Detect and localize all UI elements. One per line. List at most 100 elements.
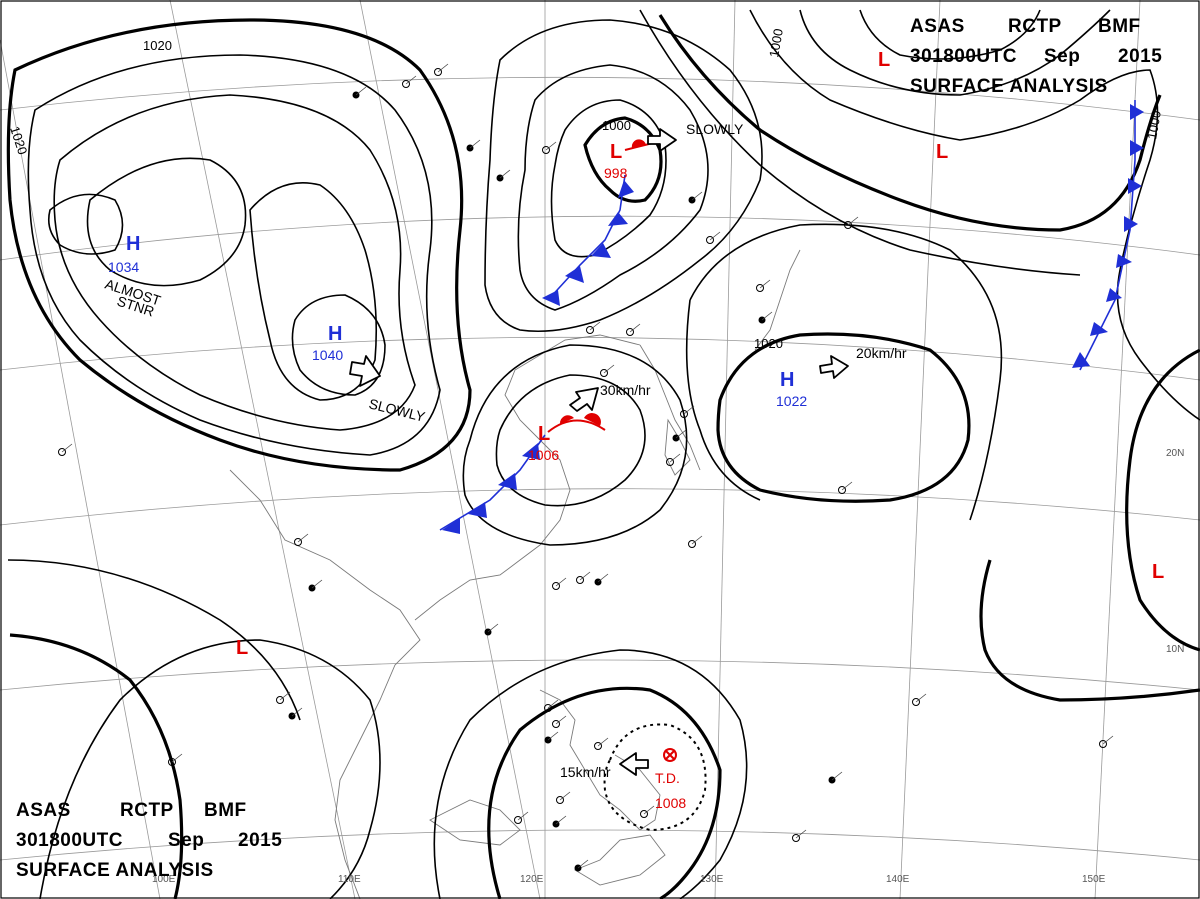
station-marker — [276, 696, 284, 704]
station-marker — [688, 540, 696, 548]
header-bottom-time: 301800UTC — [16, 830, 123, 851]
station-wind-barb — [675, 429, 687, 439]
arrow-30kmhr — [569, 387, 599, 412]
station-marker — [168, 758, 176, 766]
header-bottom-product: BMF — [204, 800, 247, 821]
station-wind-barb — [517, 811, 529, 821]
lon-label-100e: 100E — [152, 874, 176, 885]
header-top-title: SURFACE ANALYSIS — [910, 76, 1108, 97]
lat-label-20n: 20N — [1166, 448, 1184, 459]
header-top-month: Sep — [1044, 46, 1080, 67]
header-top-agency: ASAS — [910, 16, 965, 37]
td-motion: 15km/hr — [560, 764, 611, 780]
arrow-slowly-high — [349, 355, 381, 387]
high-1040-symbol: H — [328, 323, 342, 345]
lat-label-10n: 10N — [1166, 644, 1184, 655]
lon-label-110e: 110E — [338, 874, 361, 885]
station-wind-barb — [597, 737, 609, 747]
header-top: ASAS RCTP BMF 301800UTC Sep 2015 SURFACE… — [910, 16, 1162, 97]
lon-label-130e: 130E — [700, 874, 724, 885]
header-bottom-station: RCTP — [120, 800, 174, 821]
header-top-year: 2015 — [1118, 46, 1162, 67]
station-wind-barb — [709, 231, 721, 241]
station-wind-barb — [499, 169, 511, 179]
coastlines — [229, 249, 801, 899]
station-wind-barb — [795, 829, 807, 839]
station-wind-barb — [831, 771, 843, 781]
motion-arrows — [349, 128, 849, 776]
header-bottom-year: 2015 — [238, 830, 282, 851]
station-marker — [586, 326, 594, 334]
station-wind-barb — [355, 86, 367, 96]
station-marker — [556, 796, 564, 804]
station-marker — [542, 146, 550, 154]
station-marker — [544, 704, 552, 712]
header-bottom: ASAS RCTP BMF 301800UTC Sep 2015 SURFACE… — [16, 800, 282, 881]
header-bottom-month: Sep — [168, 830, 204, 851]
station-marker — [756, 284, 764, 292]
station-marker — [680, 410, 688, 418]
header-top-product: BMF — [1098, 16, 1141, 37]
arrow-20kmhr — [819, 355, 849, 379]
td-symbol — [663, 748, 677, 762]
isobar-label-1000-ne: 1000 — [766, 27, 786, 58]
station-wind-barb — [669, 453, 681, 463]
station-wind-barb — [405, 75, 417, 85]
isobar-label-1020-nw: 1020 — [143, 38, 172, 53]
isobar-label-1000-low: 1000 — [602, 118, 631, 133]
low-east-symbol: L — [1152, 561, 1164, 583]
station-wind-barb — [629, 323, 641, 333]
station-marker — [552, 720, 560, 728]
station-wind-barb — [469, 139, 481, 149]
station-wind-barb — [579, 571, 591, 581]
station-wind-barb — [847, 216, 859, 226]
station-wind-barb — [487, 623, 499, 633]
station-marker — [594, 742, 602, 750]
motion-30kmhr: 30km/hr — [600, 382, 651, 398]
high-1022-value: 1022 — [776, 393, 807, 409]
station-wind-barb — [603, 364, 615, 374]
station-wind-barb — [683, 405, 695, 415]
station-wind-barb — [171, 753, 183, 763]
station-wind-barb — [841, 481, 853, 491]
station-marker — [838, 486, 846, 494]
low-north-symbol: L — [936, 141, 948, 163]
station-wind-barb — [547, 731, 559, 741]
station-wind-barb — [311, 579, 323, 589]
station-wind-barb — [691, 535, 703, 545]
station-marker — [576, 576, 584, 584]
station-marker — [58, 448, 66, 456]
station-marker — [666, 458, 674, 466]
low-1006-value: 1006 — [528, 447, 559, 463]
station-marker — [640, 810, 648, 818]
station-wind-barb — [761, 311, 773, 321]
station-marker — [626, 328, 634, 336]
low-998-value: 998 — [604, 165, 628, 181]
isobar-label-1020-high: 1020 — [754, 336, 783, 351]
motion-20kmhr: 20km/hr — [856, 345, 907, 361]
station-wind-barb — [555, 577, 567, 587]
station-marker — [706, 236, 714, 244]
station-marker — [514, 816, 522, 824]
lon-label-150e: 150E — [1082, 874, 1106, 885]
station-marker — [844, 221, 852, 229]
low-998-symbol: L — [610, 141, 622, 163]
low-1006-symbol: L — [538, 423, 550, 445]
station-marker — [294, 538, 302, 546]
station-wind-barb — [915, 693, 927, 703]
lon-label-120e: 120E — [520, 874, 544, 885]
station-wind-barb — [559, 791, 571, 801]
station-plots — [58, 63, 1114, 872]
station-marker — [402, 80, 410, 88]
high-1022-symbol: H — [780, 369, 794, 391]
low-northeast-symbol: L — [878, 49, 890, 71]
station-wind-barb — [589, 321, 601, 331]
arrow-15kmhr — [619, 752, 649, 776]
arrow-slowly-low — [647, 128, 677, 152]
station-marker — [912, 698, 920, 706]
isobar-label-1000-ne-b: 1000 — [1144, 109, 1164, 140]
station-wind-barb — [279, 691, 291, 701]
station-wind-barb — [437, 63, 449, 73]
